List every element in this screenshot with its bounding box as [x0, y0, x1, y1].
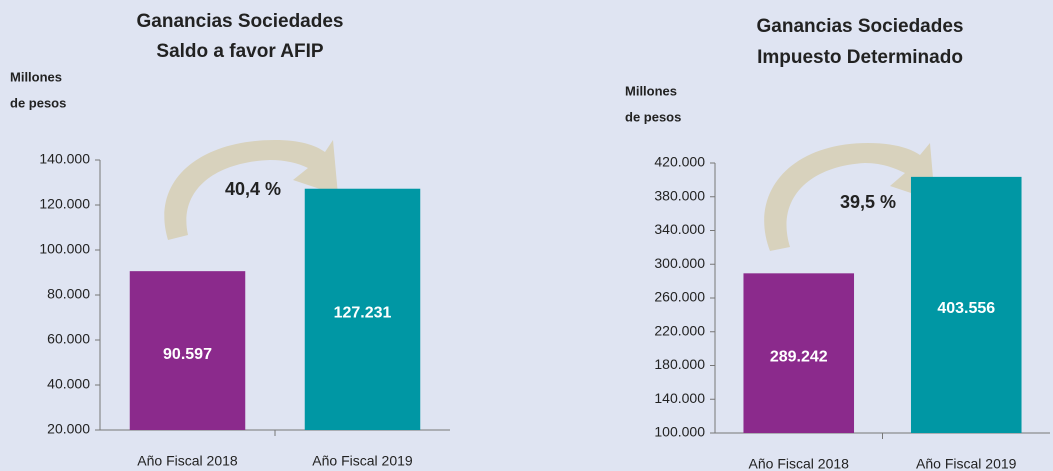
y-axis-label: Millones: [10, 69, 62, 84]
chart-subtitle: Impuesto Determinado: [757, 47, 963, 68]
y-tick-label: 420.000: [654, 154, 705, 170]
value-label: 403.556: [937, 300, 995, 317]
y-axis-label: Millones: [625, 83, 677, 98]
y-tick-label: 260.000: [654, 289, 705, 305]
y-tick-label: 100.000: [39, 241, 90, 257]
x-tick-label: Año Fiscal 2018: [137, 453, 238, 469]
bar: [304, 188, 421, 430]
y-tick-label: 20.000: [47, 421, 90, 437]
y-tick-label: 380.000: [654, 187, 705, 203]
y-axis-label: de pesos: [10, 95, 66, 110]
y-tick-label: 60.000: [47, 331, 90, 347]
arrow: [164, 140, 935, 251]
y-tick-label: 40.000: [47, 376, 90, 392]
y-tick-label: 140.000: [39, 151, 90, 167]
annotation: 40,4 %: [225, 179, 281, 199]
y-tick-label: 120.000: [39, 196, 90, 212]
y-tick-label: 140.000: [654, 390, 705, 406]
y-tick-label: 100.000: [654, 424, 705, 440]
y-axis-label: de pesos: [625, 109, 681, 124]
y-tick-label: 220.000: [654, 322, 705, 338]
x-tick-label: Año Fiscal 2019: [312, 453, 413, 469]
y-tick-label: 340.000: [654, 221, 705, 237]
x-tick-label: Año Fiscal 2019: [916, 456, 1017, 471]
chart-title: Ganancias Sociedades: [757, 16, 964, 37]
bar: [910, 176, 1022, 433]
y-tick-label: 80.000: [47, 286, 90, 302]
annotation: 39,5 %: [840, 192, 896, 212]
y-tick-label: 180.000: [654, 356, 705, 372]
bar: [129, 271, 246, 430]
chart-title: Ganancias Sociedades: [137, 11, 344, 32]
x-tick-label: Año Fiscal 2018: [749, 456, 850, 471]
bar: [743, 273, 855, 433]
y-tick-label: 300.000: [654, 255, 705, 271]
chart-subtitle: Saldo a favor AFIP: [156, 41, 323, 62]
value-label: 127.231: [334, 305, 392, 322]
value-label: 289.242: [770, 348, 828, 365]
value-label: 90.597: [163, 346, 212, 363]
